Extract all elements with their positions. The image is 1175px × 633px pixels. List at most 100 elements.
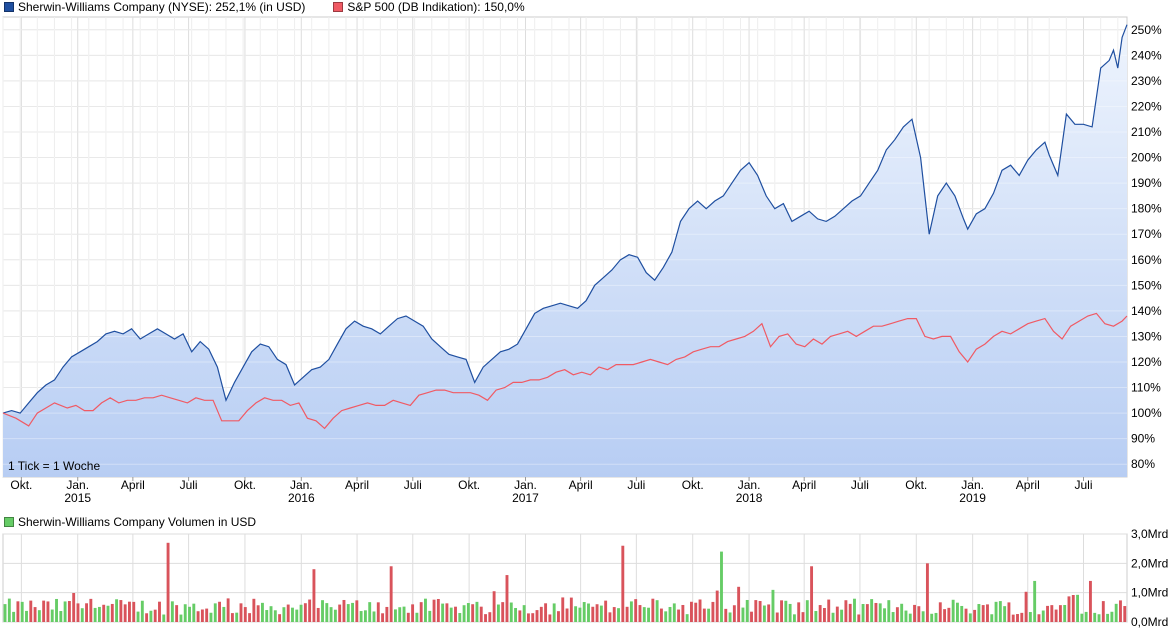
y-tick-label: 140% (1131, 304, 1162, 318)
volume-bar (286, 604, 290, 622)
volume-bar (479, 606, 483, 622)
volume-bar (179, 614, 183, 622)
volume-bar (780, 600, 783, 622)
volume-bar (634, 599, 638, 622)
volume-bar (552, 603, 556, 622)
volume-bar (908, 613, 912, 622)
volume-bar (308, 599, 312, 622)
volume-bar (664, 611, 668, 622)
volume-bar (672, 603, 676, 622)
volume-bar (621, 545, 625, 622)
volume-bar (956, 602, 959, 622)
volume-bar (218, 601, 221, 622)
x-tick-label: Okt. (458, 478, 480, 492)
y-tick-label: 110% (1131, 381, 1161, 395)
volume-bar (454, 606, 457, 622)
x-tick-label: April (345, 478, 369, 492)
volume-bar (505, 575, 509, 622)
volume-bar (475, 601, 479, 622)
volume-bar (85, 603, 88, 622)
volume-bar (887, 600, 891, 622)
volume-bar (406, 612, 410, 622)
x-tick-year-label: 2015 (64, 491, 91, 505)
volume-bar (964, 608, 968, 622)
volume-bar (411, 604, 415, 622)
volume-bar (823, 608, 826, 622)
volume-bar (170, 601, 174, 622)
x-tick-label: April (1016, 478, 1040, 492)
volume-bar (724, 608, 728, 622)
volume-bar (29, 600, 33, 622)
volume-bar (76, 603, 80, 622)
volume-bar (526, 613, 530, 622)
volume-bar (814, 611, 818, 622)
volume-bar (158, 601, 161, 622)
volume-bar (1101, 601, 1105, 622)
volume-bar (252, 598, 256, 622)
volume-bar (514, 607, 518, 622)
volume-bar (33, 607, 37, 622)
volume-bar (484, 614, 487, 622)
volume-bar (1037, 614, 1041, 622)
volume-bar (351, 602, 354, 622)
volume-bar (720, 551, 723, 622)
x-tick-label: April (569, 478, 593, 492)
volume-bar (295, 609, 299, 622)
volume-bar (59, 611, 63, 622)
volume-bar (1011, 614, 1015, 622)
volume-bar (745, 599, 749, 622)
volume-bar (183, 604, 187, 622)
x-tick-label: April (792, 478, 816, 492)
x-tick-year-label: 2017 (512, 491, 539, 505)
volume-bar (617, 608, 620, 622)
x-tick-label: Okt. (234, 478, 256, 492)
volume-bar (291, 607, 294, 622)
volume-bar (904, 610, 908, 622)
volume-bar (355, 600, 359, 622)
volume-bar (368, 602, 372, 622)
x-tick-year-label: 2018 (736, 491, 763, 505)
volume-bar (900, 603, 904, 622)
volume-bar (1084, 611, 1088, 622)
volume-bar (544, 603, 548, 622)
legend-label-volume: Sherwin-Williams Company Volumen in USD (18, 515, 257, 529)
volume-bar (55, 598, 58, 622)
volume-bar (1093, 612, 1097, 622)
volume-bar (647, 607, 650, 622)
volume-bar (200, 609, 204, 622)
volume-bar (775, 612, 779, 622)
volume-bar (316, 607, 320, 622)
volume-bar (248, 613, 252, 622)
volume-bar (261, 602, 264, 622)
volume-bar (737, 586, 741, 622)
volume-bar (419, 602, 423, 622)
y-tick-label: 210% (1131, 125, 1162, 139)
volume-bar (539, 606, 543, 622)
volume-bar (865, 604, 869, 622)
volume-bar (471, 604, 475, 622)
volume-bar (509, 602, 513, 622)
volume-bar (522, 605, 526, 622)
volume-bar (771, 589, 775, 622)
volume-bar (788, 603, 792, 622)
volume-bar (913, 604, 916, 622)
volume-bar (398, 607, 402, 622)
volume-bar (595, 604, 599, 622)
y-tick-label: 170% (1131, 227, 1162, 241)
volume-bar (175, 605, 179, 622)
volume-bar (1114, 603, 1118, 622)
x-tick-year-label: 2019 (959, 491, 986, 505)
volume-bar (968, 613, 972, 622)
volume-bar (458, 613, 462, 622)
volume-bar (80, 608, 84, 622)
volume-bar (582, 602, 586, 622)
volume-bar (531, 613, 535, 622)
volume-bar (844, 600, 848, 622)
volume-bar (681, 604, 685, 622)
volume-bar (973, 609, 977, 622)
y-tick-label: 120% (1131, 355, 1162, 369)
y-tick-label: 80% (1131, 457, 1155, 471)
volume-bar (1007, 602, 1011, 622)
volume-bar (1050, 605, 1054, 622)
